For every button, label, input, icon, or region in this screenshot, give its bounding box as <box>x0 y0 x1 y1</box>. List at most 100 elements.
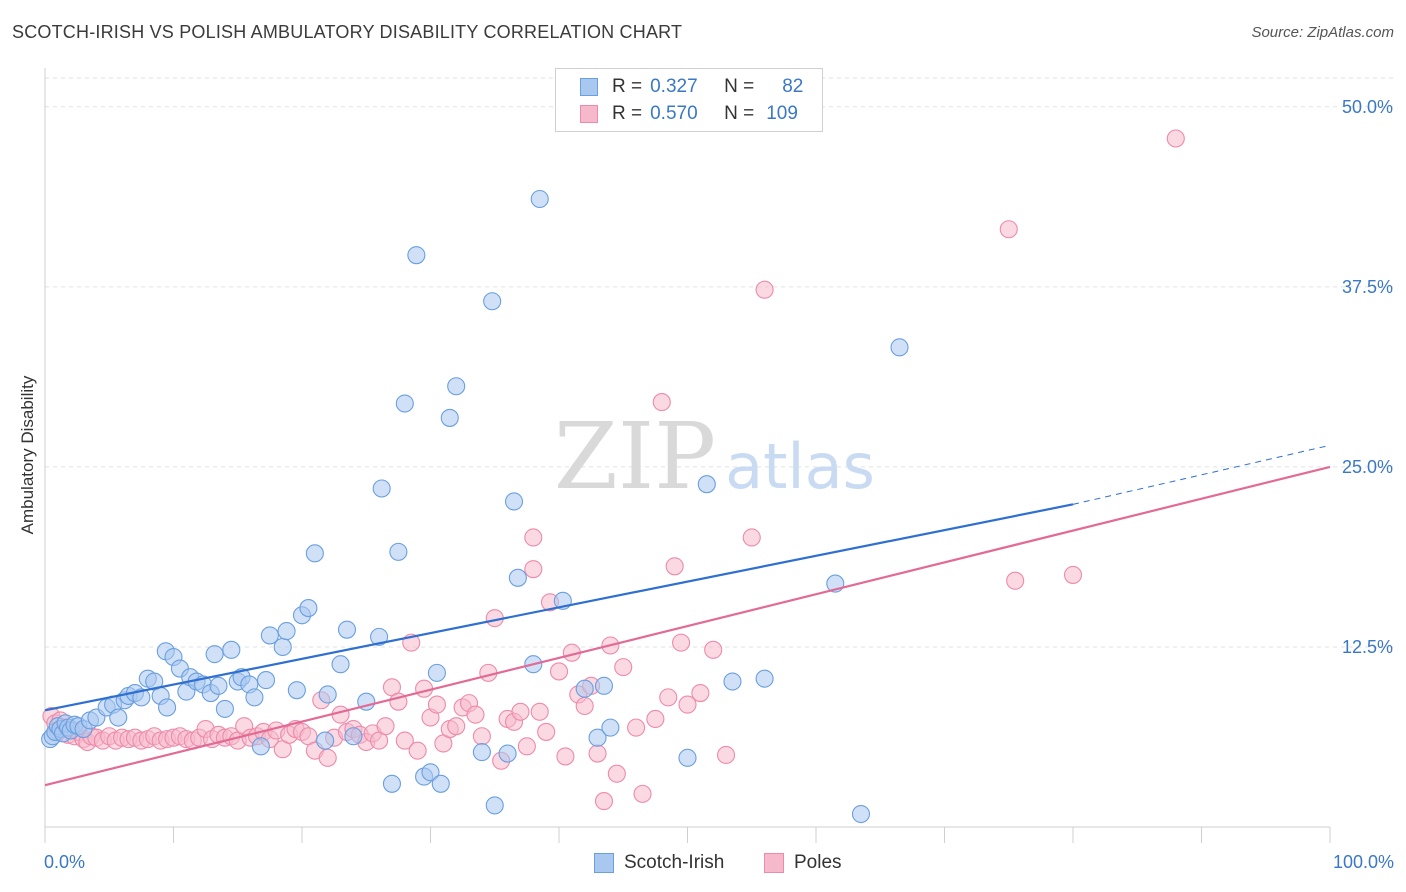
legend-r-label: R = <box>612 103 643 124</box>
scotch-irish-point <box>205 645 224 664</box>
poles-point <box>607 764 626 783</box>
scotch-irish-point <box>440 408 459 427</box>
y-tick-label: 25.0% <box>1342 457 1393 477</box>
poles-point <box>742 528 761 547</box>
poles-point <box>549 662 569 681</box>
scotch-irish-point <box>498 744 517 763</box>
scotch-irish-point <box>407 246 426 265</box>
source-credit: Source: ZipAtlas.com <box>1251 24 1394 41</box>
y-tick-label: 50.0% <box>1342 97 1393 117</box>
scotch-irish-point <box>447 377 466 396</box>
legend-row-poles: R = 0.570 N = 109 <box>580 102 798 126</box>
poles-point <box>537 722 556 741</box>
watermark-zip: ZIP <box>554 403 716 510</box>
legend-n-label: N = <box>724 103 755 124</box>
scotch-irish-point <box>483 292 502 311</box>
scotch-irish-point <box>305 544 324 563</box>
scotch-irish-point <box>601 718 620 737</box>
poles-point <box>376 717 395 736</box>
legend-swatch-pink <box>580 105 598 123</box>
legend-swatch-blue <box>580 78 598 96</box>
poles-point <box>678 695 697 714</box>
poles-point <box>395 731 414 750</box>
legend-label-poles: Poles <box>794 852 842 873</box>
poles-point <box>633 784 652 803</box>
watermark-atlas: atlas <box>725 430 875 503</box>
scotch-irish-point <box>260 626 279 645</box>
scotch-irish-point <box>273 637 292 657</box>
series-legend: Scotch-Irish Poles <box>0 852 1406 878</box>
poles-point <box>716 745 736 765</box>
legend-n-value: 82 <box>782 76 804 97</box>
poles-point <box>704 640 723 659</box>
poles-point <box>447 717 466 736</box>
scotch-irish-point <box>299 599 318 618</box>
scotch-irish-point <box>678 748 697 767</box>
poles-point <box>755 280 774 299</box>
scotch-irish-point <box>277 622 296 641</box>
scotch-irish-point <box>382 774 402 793</box>
poles-point <box>517 737 536 756</box>
scotch-irish-point <box>508 568 527 587</box>
poles-point <box>318 748 337 767</box>
scotch-irish-point <box>370 627 389 646</box>
poles-point <box>1006 571 1025 590</box>
scotch-irish-point <box>575 679 594 698</box>
poles-point <box>594 792 614 811</box>
legend-swatch-poles <box>764 853 784 873</box>
legend-r-label: R = <box>612 76 643 97</box>
poles-trend-line <box>44 465 1331 787</box>
legend-r-value: 0.570 <box>650 103 698 124</box>
poles-point <box>530 702 549 721</box>
poles-point <box>588 744 607 763</box>
scotch-irish-point <box>215 699 234 718</box>
poles-point <box>646 709 665 729</box>
axes <box>44 68 1331 843</box>
scotch-irish-point <box>318 685 337 704</box>
poles-point <box>691 683 710 703</box>
poles-point <box>331 705 350 724</box>
scotch-irish-point <box>504 492 524 511</box>
poles-point <box>999 220 1018 239</box>
poles-point <box>466 705 485 724</box>
x-tick-max: 100.0% <box>1332 852 1394 872</box>
poles-point <box>408 741 427 760</box>
scotch-irish-point <box>316 731 335 750</box>
y-tick-labels: 12.5% 25.0% 37.5% 50.0% <box>1342 97 1393 657</box>
legend-label-scotch-irish: Scotch-Irish <box>624 852 725 873</box>
scotch-irish-point <box>344 727 363 746</box>
scotch-irish-point <box>755 669 774 688</box>
scotch-irish-point <box>222 640 241 659</box>
scotch-irish-point <box>287 681 306 700</box>
poles-point <box>575 696 594 716</box>
series-scotch-irish-points <box>41 189 909 824</box>
poles-point <box>672 633 691 652</box>
scotch-irish-point <box>395 394 414 413</box>
scotch-irish-point <box>588 728 607 747</box>
scotch-irish-point <box>697 475 716 494</box>
scotch-irish-point <box>245 688 264 707</box>
scotch-irish-point <box>256 671 276 690</box>
scotch-irish-point <box>389 542 408 561</box>
trend-lines <box>44 444 1331 787</box>
scotch-irish-point <box>372 479 391 498</box>
legend-item-poles: Poles <box>764 852 842 874</box>
scotch-irish-trend-extension <box>1072 444 1331 505</box>
gridlines <box>45 77 1395 648</box>
poles-point <box>472 727 491 746</box>
scotch-irish-point <box>331 655 350 674</box>
watermark: ZIP atlas <box>554 403 875 510</box>
scotch-irish-point <box>530 189 549 209</box>
scotch-irish-point <box>132 688 151 707</box>
poles-point <box>524 528 543 547</box>
scotch-irish-point <box>472 743 491 762</box>
correlation-legend: R = 0.327 N = 82 R = 0.570 N = 109 <box>555 68 823 132</box>
scotch-irish-point <box>109 708 128 727</box>
scotch-irish-trend-line <box>44 503 1074 712</box>
legend-n-value: 109 <box>766 103 798 124</box>
scotch-irish-point <box>209 676 228 695</box>
poles-point <box>556 747 575 766</box>
scotch-irish-point <box>890 338 909 357</box>
poles-point <box>1166 129 1185 148</box>
